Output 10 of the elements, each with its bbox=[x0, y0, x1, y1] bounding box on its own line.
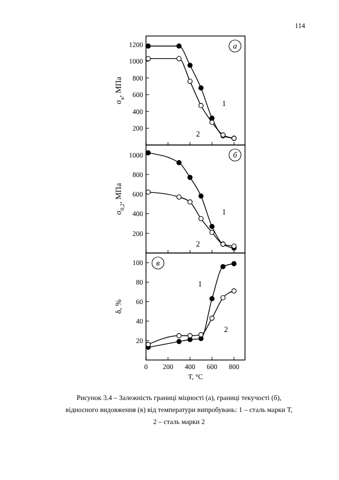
series-label: 1 bbox=[222, 207, 226, 216]
text: а bbox=[233, 42, 237, 50]
series-label: 2 bbox=[196, 239, 200, 248]
text: в bbox=[156, 258, 160, 268]
series-label: 1 bbox=[198, 280, 202, 289]
series-label: 2 bbox=[196, 129, 200, 138]
series-label: 1 bbox=[222, 99, 226, 108]
text: б bbox=[232, 150, 238, 160]
series-label: 2 bbox=[224, 325, 228, 334]
y-axis-title: δ, % bbox=[114, 298, 123, 314]
